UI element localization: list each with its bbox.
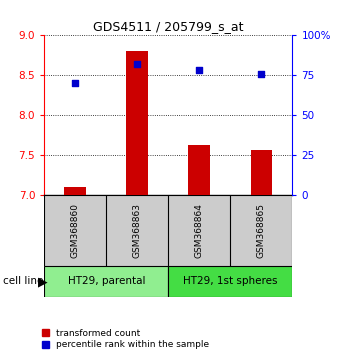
- Point: [135, 61, 140, 67]
- Bar: [126, 51, 148, 195]
- Legend: transformed count, percentile rank within the sample: transformed count, percentile rank withi…: [42, 329, 209, 349]
- Bar: [251, 150, 272, 195]
- Point: [197, 68, 202, 73]
- Bar: [64, 187, 86, 195]
- Text: GSM368865: GSM368865: [257, 202, 266, 258]
- Text: GSM368863: GSM368863: [133, 202, 142, 258]
- Bar: [188, 145, 210, 195]
- Text: GSM368864: GSM368864: [195, 202, 204, 258]
- Text: HT29, 1st spheres: HT29, 1st spheres: [183, 276, 277, 286]
- Point: [72, 80, 78, 86]
- Text: HT29, parental: HT29, parental: [68, 276, 145, 286]
- FancyBboxPatch shape: [44, 266, 168, 297]
- FancyBboxPatch shape: [168, 266, 292, 297]
- Text: ▶: ▶: [38, 275, 47, 288]
- Text: GSM368860: GSM368860: [71, 202, 80, 258]
- Text: cell line: cell line: [3, 276, 44, 286]
- FancyBboxPatch shape: [44, 195, 292, 266]
- Point: [259, 71, 264, 76]
- Title: GDS4511 / 205799_s_at: GDS4511 / 205799_s_at: [93, 20, 243, 33]
